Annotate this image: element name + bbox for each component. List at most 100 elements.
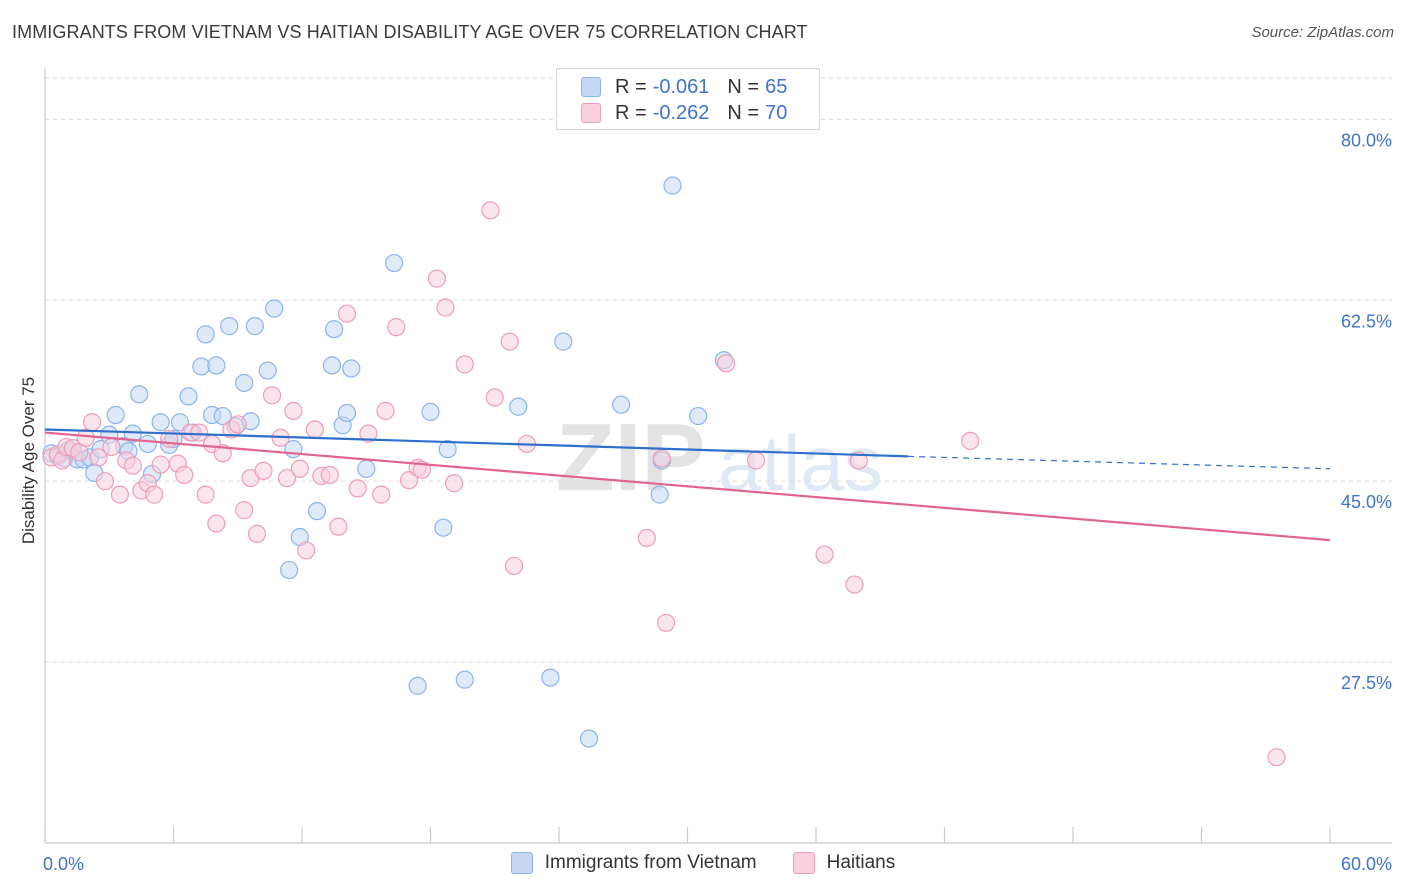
x-tick-label-min: 0.0% <box>43 854 84 874</box>
legend-n-value-vietnam: 65 <box>765 75 788 98</box>
point-haitian <box>110 485 130 504</box>
watermark-zip: ZIP <box>556 404 705 511</box>
point-vietnam <box>265 299 284 318</box>
chart-source: Source: ZipAtlas.com <box>1251 24 1394 41</box>
legend-r-value-haitians: -0.262 <box>652 101 710 124</box>
point-haitian <box>95 472 115 491</box>
point-haitian <box>89 448 108 467</box>
legend-row-haitians: R = -0.262 N = 70 <box>581 101 805 125</box>
point-haitian <box>297 541 316 560</box>
point-haitian <box>444 474 464 493</box>
legend-r-label-vietnam: R = <box>615 75 647 98</box>
points-layer <box>42 176 1286 767</box>
point-haitian <box>262 386 282 405</box>
point-haitian <box>247 524 267 543</box>
point-haitian <box>305 420 324 439</box>
y-tick-label: 80.0% <box>1341 130 1392 150</box>
point-haitian <box>359 424 378 443</box>
point-vietnam <box>106 405 125 425</box>
point-vietnam <box>421 402 440 422</box>
point-haitian <box>175 465 194 485</box>
y-axis-label: Disability Age Over 75 <box>19 377 38 544</box>
point-vietnam <box>213 406 232 426</box>
x-tick-label-max: 60.0% <box>1341 854 1392 874</box>
point-vietnam <box>325 320 344 339</box>
point-haitian <box>337 304 357 323</box>
point-vietnam <box>138 434 157 454</box>
legend-row-vietnam: R = -0.061 N = 65 <box>581 75 805 99</box>
point-haitian <box>815 545 834 564</box>
point-haitian <box>387 318 406 337</box>
point-vietnam <box>196 325 215 344</box>
point-haitian <box>656 613 676 632</box>
point-haitian <box>637 528 656 548</box>
point-haitian <box>329 517 348 536</box>
label-layer: 27.5% 45.0% 62.5% 80.0% 0.0% 60.0% Disability … <box>19 130 1392 874</box>
point-vietnam <box>151 413 170 432</box>
point-vietnam <box>384 253 404 273</box>
trend-line-haitians <box>44 431 1331 542</box>
point-haitian <box>190 423 209 442</box>
point-vietnam <box>307 502 327 521</box>
grid-layer <box>45 77 1392 663</box>
point-haitian <box>652 449 671 468</box>
point-vietnam <box>192 357 211 376</box>
legend-r-value-vietnam: -0.061 <box>652 75 710 98</box>
point-haitian <box>284 401 303 420</box>
point-vietnam <box>342 359 361 378</box>
point-vietnam <box>509 397 528 416</box>
series-legend: Immigrants from Vietnam Haitians <box>0 852 1406 874</box>
chart-title: IMMIGRANTS FROM VIETNAM VS HAITIAN DISAB… <box>12 22 808 42</box>
point-haitian <box>481 201 500 220</box>
point-vietnam <box>258 361 277 380</box>
point-vietnam <box>579 729 599 748</box>
legend-swatch-vietnam <box>581 77 601 97</box>
point-haitian <box>500 332 519 351</box>
point-haitian <box>196 485 215 504</box>
point-vietnam <box>408 676 427 695</box>
series-label-haitians: Haitians <box>826 852 896 873</box>
point-haitian <box>290 459 309 478</box>
legend-swatch-haitians <box>581 103 601 123</box>
y-tick-label: 27.5% <box>1341 673 1392 693</box>
series-swatch-haitians <box>792 852 815 874</box>
point-haitian <box>485 388 504 407</box>
y-tick-label: 45.0% <box>1341 492 1392 512</box>
point-haitian <box>320 465 339 485</box>
point-haitian <box>102 437 121 457</box>
point-haitian <box>254 461 273 480</box>
point-haitian <box>228 415 247 434</box>
point-haitian <box>961 431 980 450</box>
point-vietnam <box>123 424 142 443</box>
point-vietnam <box>689 406 708 426</box>
point-haitian <box>849 451 868 470</box>
watermark-layer: ZIP atlas <box>556 404 883 511</box>
point-vietnam <box>438 440 457 459</box>
trend-line-vietnam-extension <box>908 455 1331 470</box>
point-vietnam <box>207 356 226 375</box>
series-legend-item-vietnam: Immigrants from Vietnam <box>510 852 757 874</box>
point-vietnam <box>130 385 149 404</box>
y-tick-label: 62.5% <box>1341 311 1392 331</box>
point-vietnam <box>245 317 264 336</box>
point-vietnam <box>612 395 631 414</box>
point-vietnam <box>434 518 453 537</box>
point-vietnam <box>650 485 669 504</box>
series-label-vietnam: Immigrants from Vietnam <box>544 852 757 873</box>
point-haitian <box>504 556 524 576</box>
point-haitian <box>845 575 864 594</box>
point-haitian <box>213 444 232 463</box>
trend-line-vietnam <box>44 428 909 458</box>
point-haitian <box>235 501 254 520</box>
point-haitian <box>207 514 226 533</box>
point-haitian <box>372 485 391 504</box>
point-vietnam <box>179 387 198 406</box>
point-vietnam <box>322 356 342 375</box>
series-legend-item-haitians: Haitians <box>792 852 896 874</box>
point-haitian <box>348 479 367 498</box>
point-vietnam <box>455 670 474 689</box>
point-vietnam <box>235 373 254 393</box>
legend-r-label-haitians: R = <box>615 101 647 124</box>
